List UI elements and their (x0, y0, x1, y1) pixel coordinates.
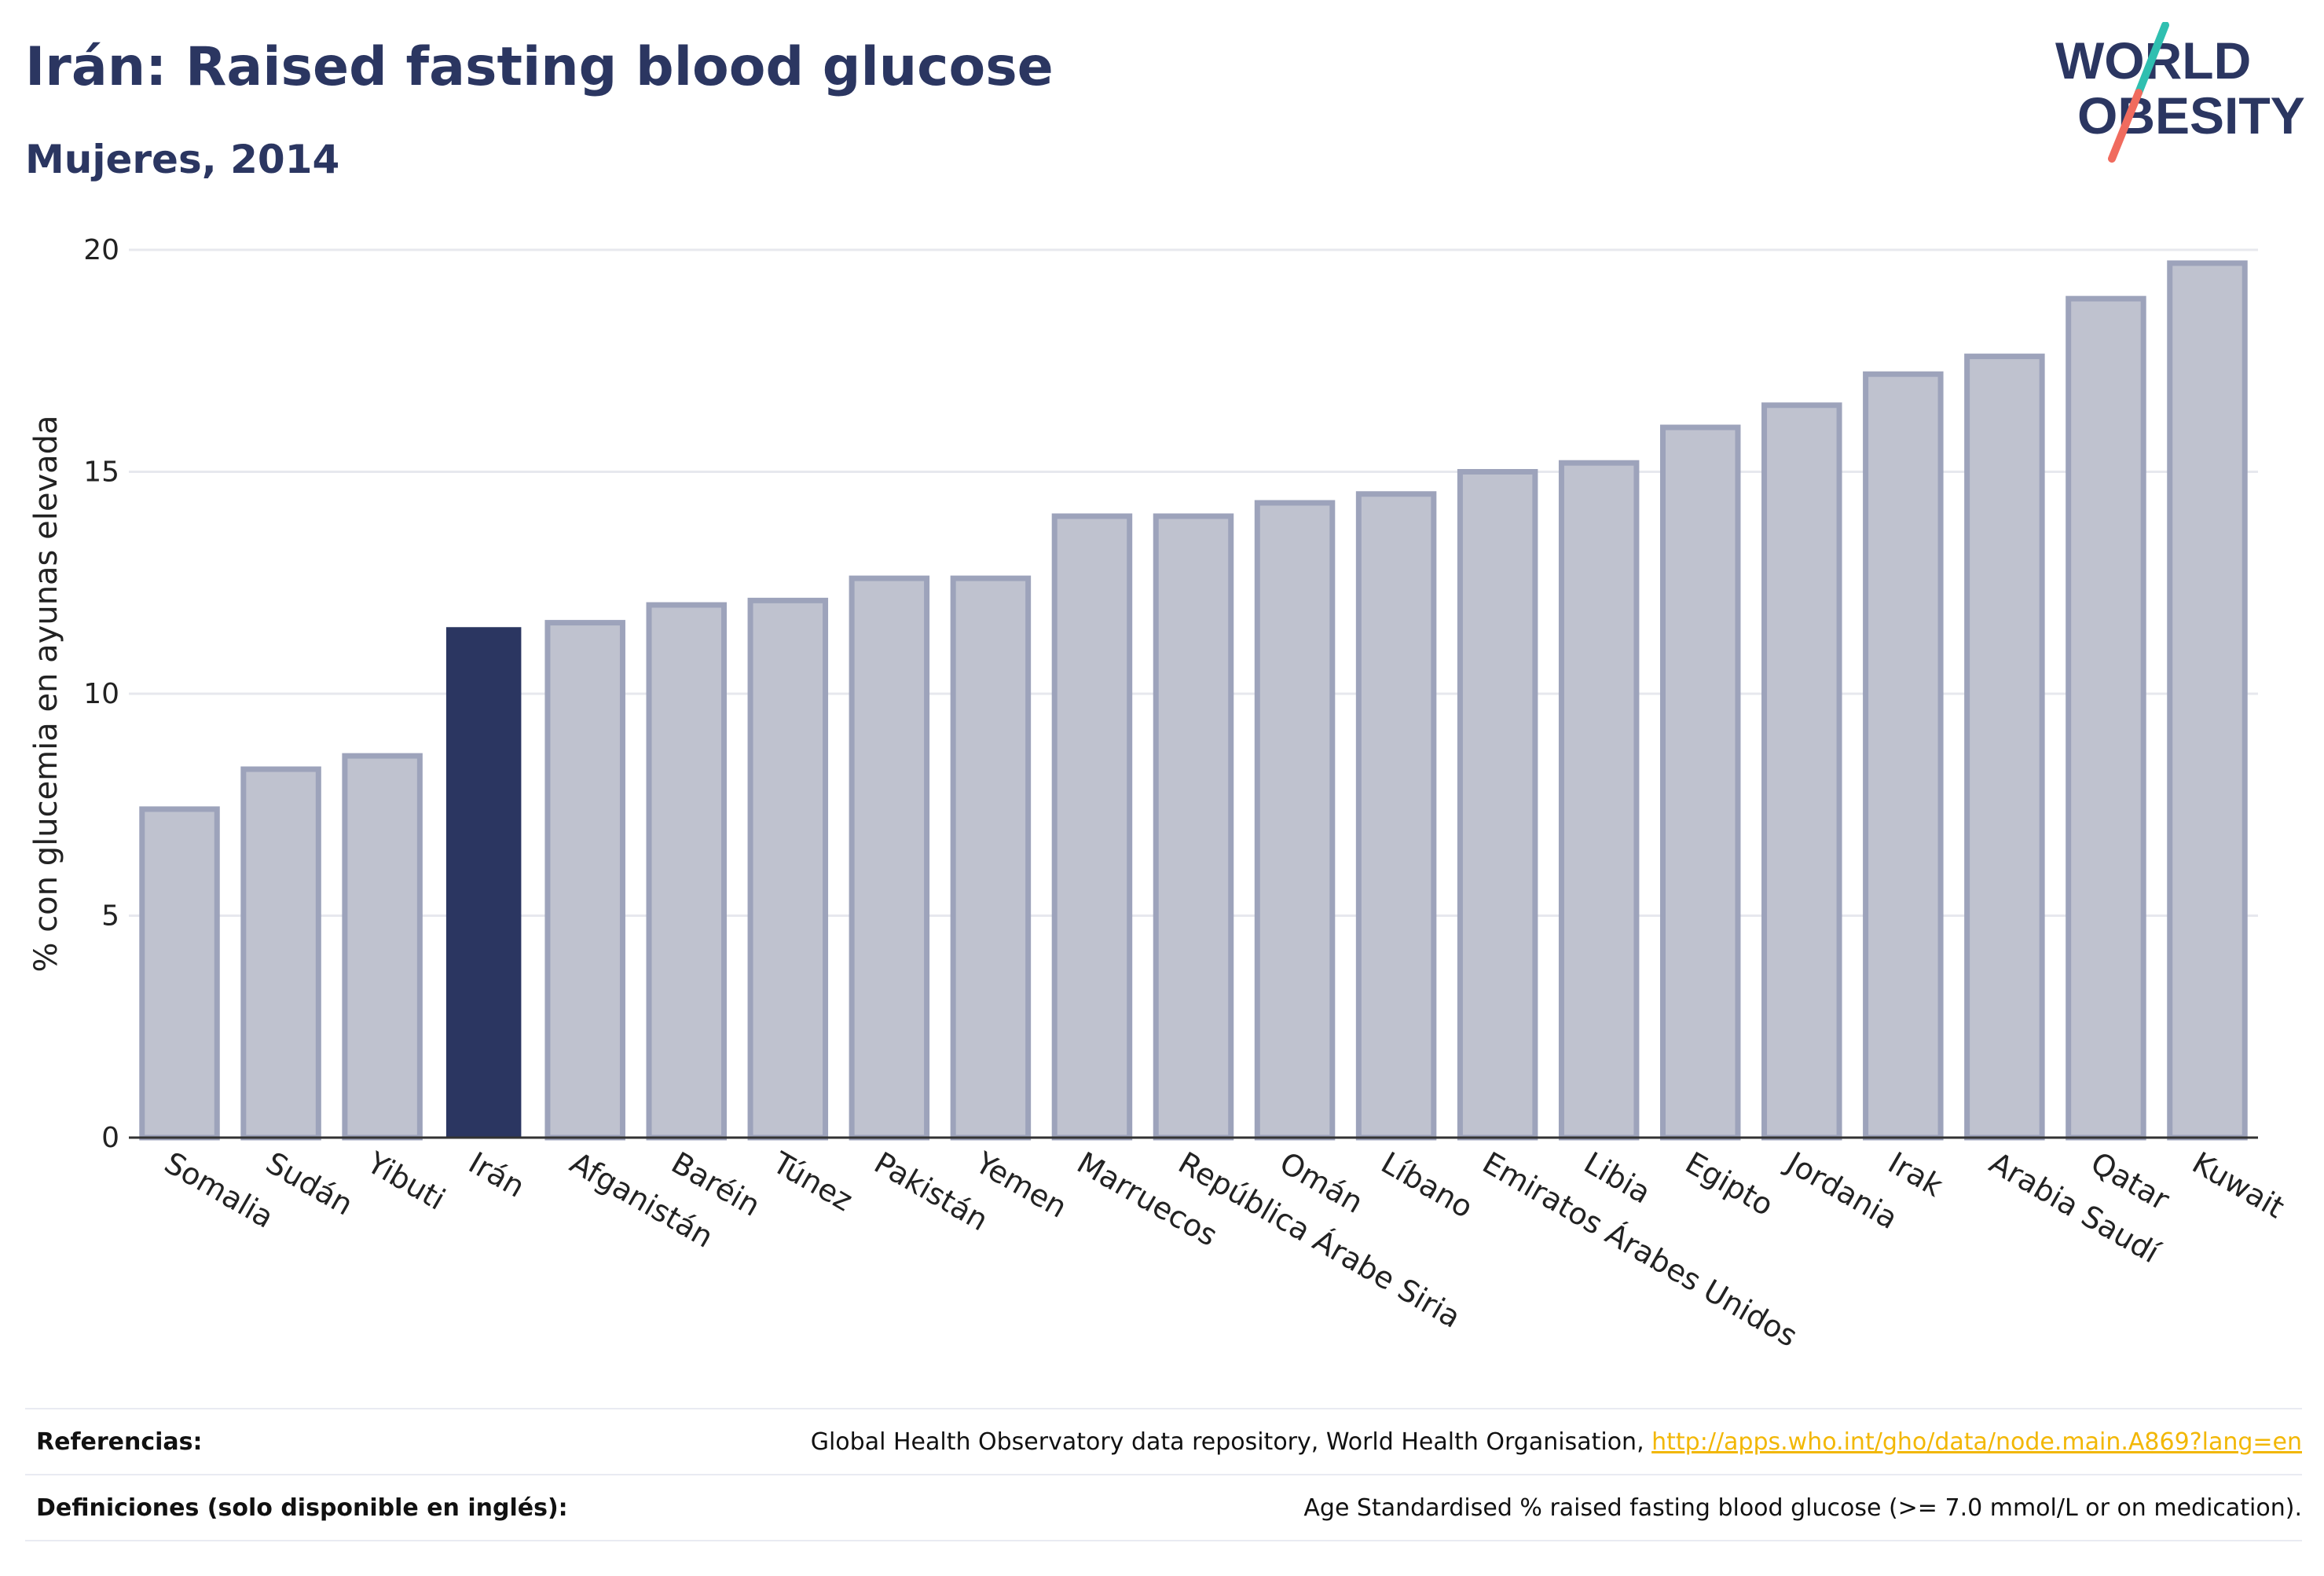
y-tick-label: 20 (83, 234, 119, 266)
bar-marruecos (1051, 513, 1133, 1141)
y-tick-label: 15 (83, 456, 119, 489)
world-obesity-logo: WORLD OBESITY (2055, 22, 2305, 163)
bar-afganistán (544, 620, 625, 1141)
bar-libia (1558, 460, 1640, 1141)
bar-somalia (139, 806, 220, 1141)
x-tick-label: Yibuti (361, 1145, 451, 1217)
bar-líbano (1355, 491, 1437, 1141)
logo-slash-coral (2108, 89, 2143, 163)
bar-baréin (646, 602, 728, 1141)
x-tick-label: Arabia Saudí (1984, 1145, 2166, 1270)
bar-pakistán (849, 575, 930, 1141)
bars (139, 260, 2248, 1141)
x-tick-label: Túnez (766, 1145, 858, 1218)
bar-sudán (240, 766, 321, 1141)
bar-irak (1863, 371, 1944, 1141)
y-tick-label: 5 (101, 900, 119, 933)
bar-arabia-saudí (1964, 354, 2045, 1141)
bar-emiratos-árabes-unidos (1457, 469, 1538, 1141)
footer-table: Referencias: Global Health Observatory d… (25, 1408, 2302, 1541)
chart-subtitle: Mujeres, 2014 (25, 137, 340, 182)
x-tick-label: Egipto (1680, 1145, 1780, 1223)
bar-irán (445, 627, 522, 1138)
bar-omán (1254, 500, 1336, 1141)
bar-yibuti (342, 753, 423, 1141)
x-tick-label: Líbano (1376, 1145, 1479, 1225)
bar-egipto (1659, 424, 1741, 1141)
bar-yemen (950, 575, 1032, 1141)
logo-word-obesity: OBESITY (2077, 86, 2305, 145)
bar-qatar (2066, 295, 2146, 1141)
y-axis-title: % con glucemia en ayunas elevada (28, 415, 64, 972)
references-value: Global Health Observatory data repositor… (811, 1428, 2302, 1456)
y-tick-label: 0 (101, 1122, 119, 1154)
references-row: Referencias: Global Health Observatory d… (25, 1408, 2302, 1474)
logo-slash-teal (2135, 22, 2169, 97)
chart-title: Irán: Raised fasting blood glucose (25, 36, 1054, 98)
x-tick-label: Jordania (1780, 1145, 1904, 1236)
x-tick-label: Kuwait (2187, 1145, 2290, 1226)
references-text: Global Health Observatory data repositor… (810, 1428, 1652, 1456)
references-link[interactable]: http://apps.who.int/gho/data/node.main.A… (1651, 1428, 2302, 1456)
references-label: Referencias: (36, 1428, 203, 1456)
definitions-row: Definiciones (solo disponible en inglés)… (25, 1474, 2302, 1541)
bar-república-árabe-siria (1153, 513, 1234, 1141)
x-tick-label: Irán (463, 1145, 530, 1204)
definitions-label: Definiciones (solo disponible en inglés)… (36, 1494, 568, 1522)
y-tick-label: 10 (83, 678, 119, 710)
x-tick-label: Pakistán (868, 1145, 994, 1238)
bar-jordania (1761, 402, 1842, 1141)
x-tick-label: Somalia (159, 1145, 280, 1235)
definitions-text: Age Standardised % raised fasting blood … (1303, 1494, 2302, 1522)
bar-túnez (747, 597, 829, 1141)
bar-kuwait (2167, 260, 2248, 1141)
x-tick-label: Irak (1882, 1145, 1948, 1204)
